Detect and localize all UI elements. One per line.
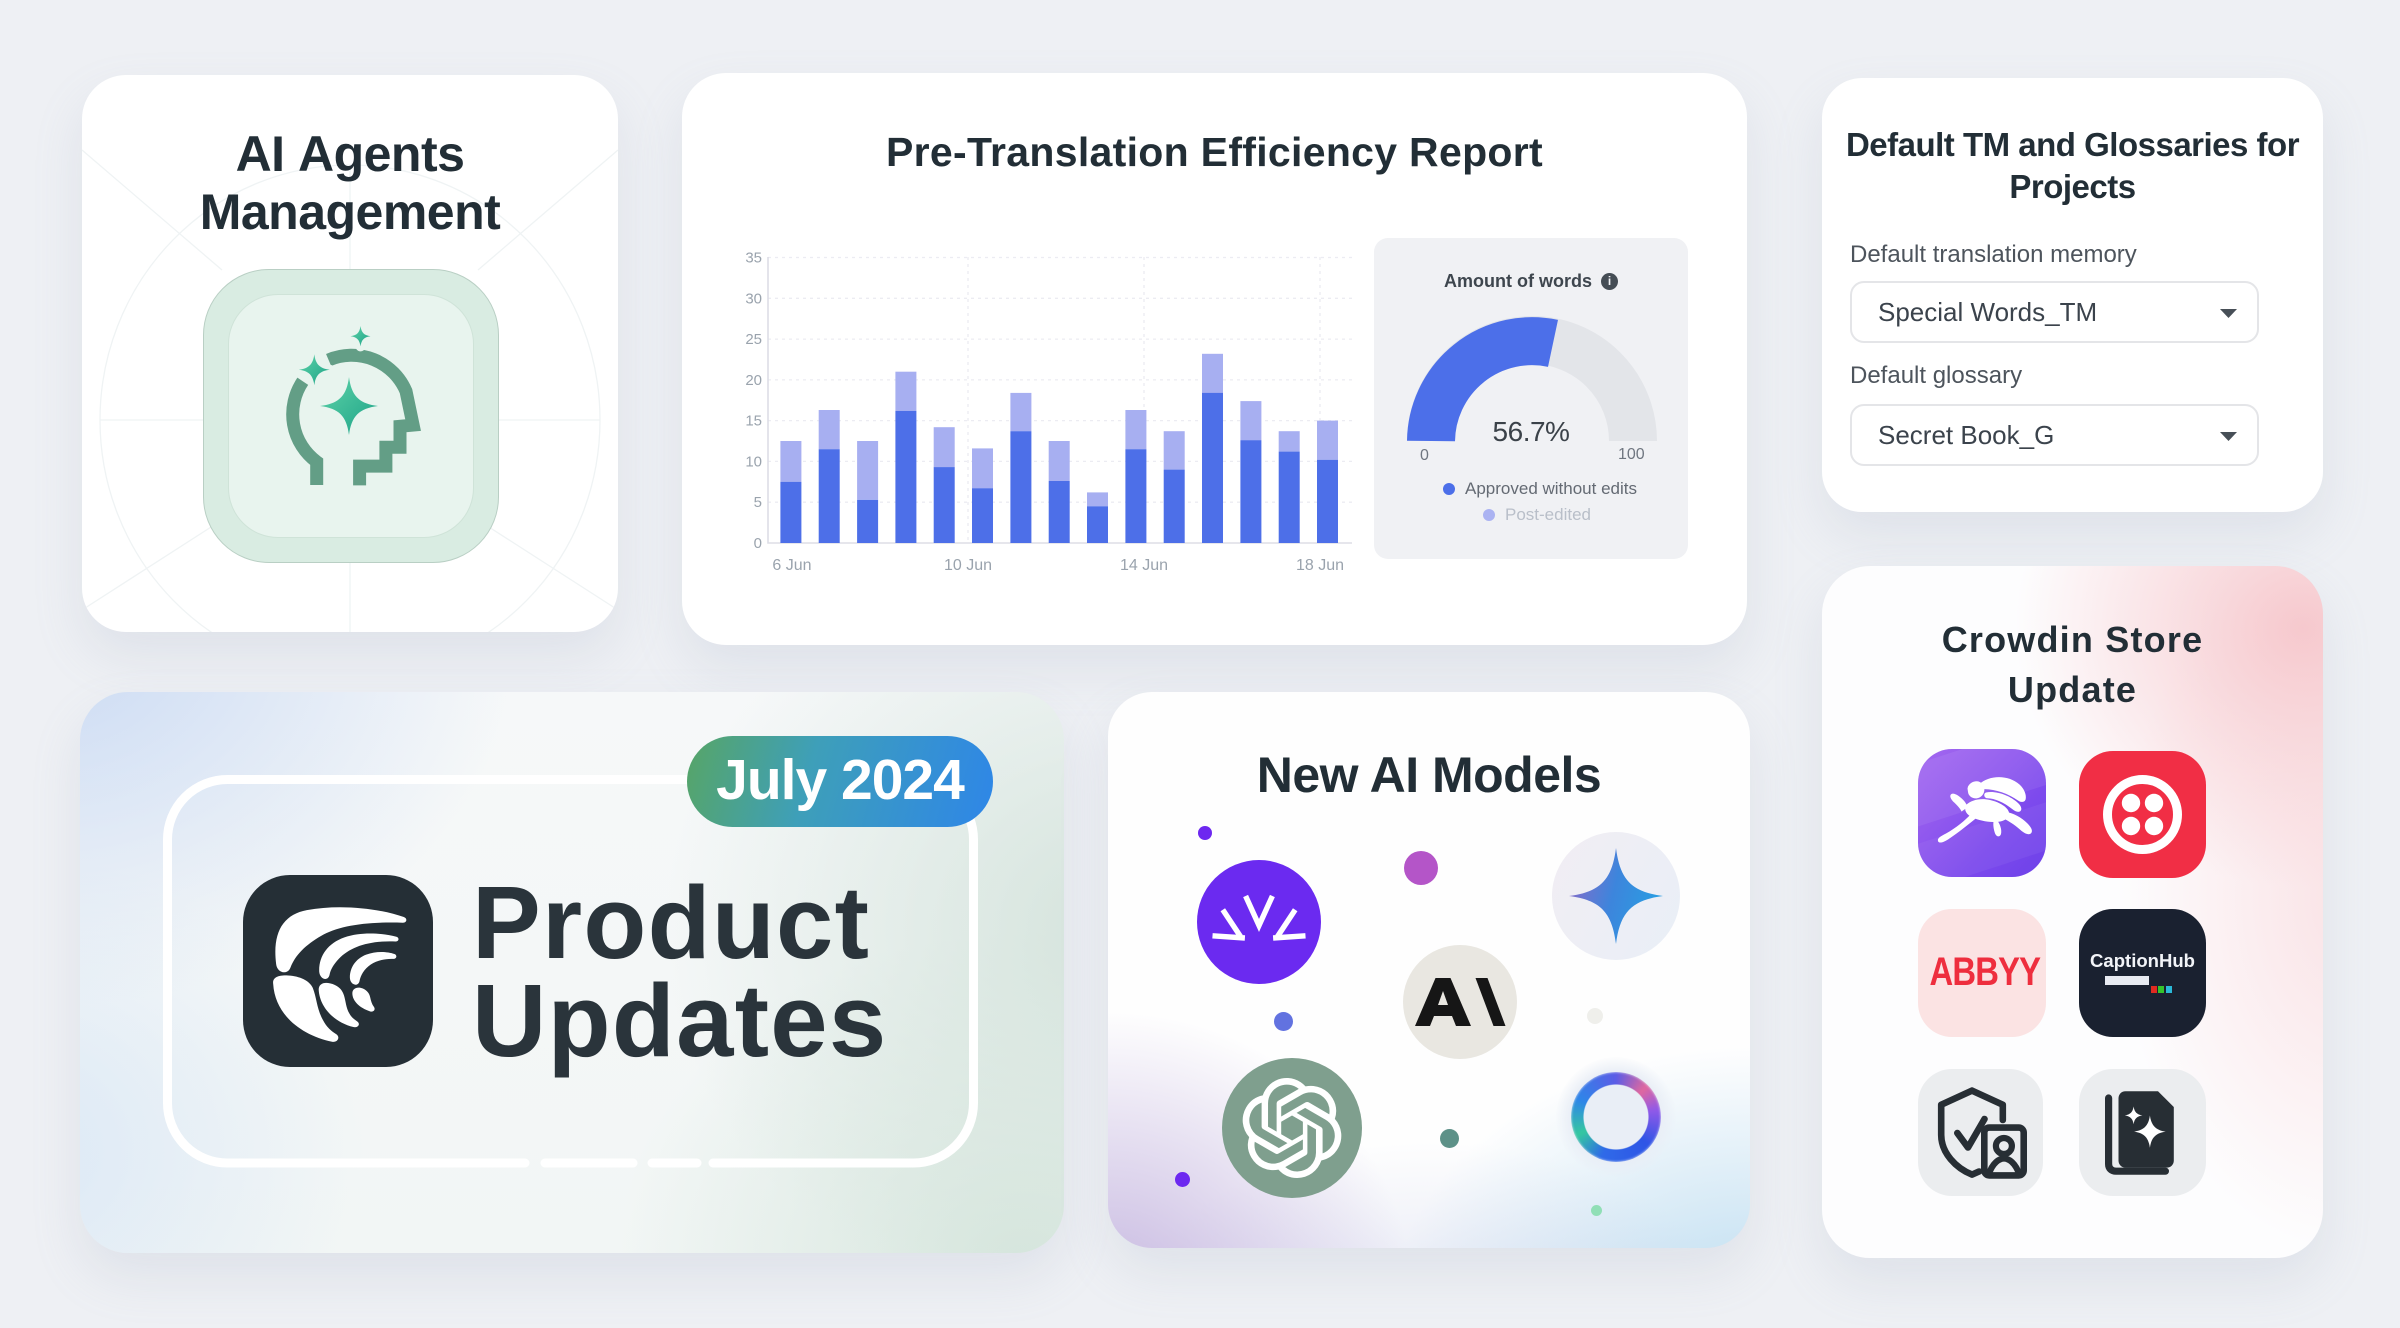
- svg-text:14 Jun: 14 Jun: [1120, 557, 1168, 574]
- svg-text:10 Jun: 10 Jun: [944, 557, 992, 574]
- svg-text:18 Jun: 18 Jun: [1296, 557, 1344, 574]
- svg-text:5: 5: [754, 494, 762, 511]
- svg-text:35: 35: [745, 250, 762, 267]
- svg-text:6 Jun: 6 Jun: [772, 557, 811, 574]
- svg-text:0: 0: [754, 535, 762, 552]
- svg-text:10: 10: [745, 453, 762, 470]
- svg-text:20: 20: [745, 372, 762, 389]
- svg-text:15: 15: [745, 413, 762, 430]
- svg-text:30: 30: [745, 290, 762, 307]
- svg-text:25: 25: [745, 331, 762, 348]
